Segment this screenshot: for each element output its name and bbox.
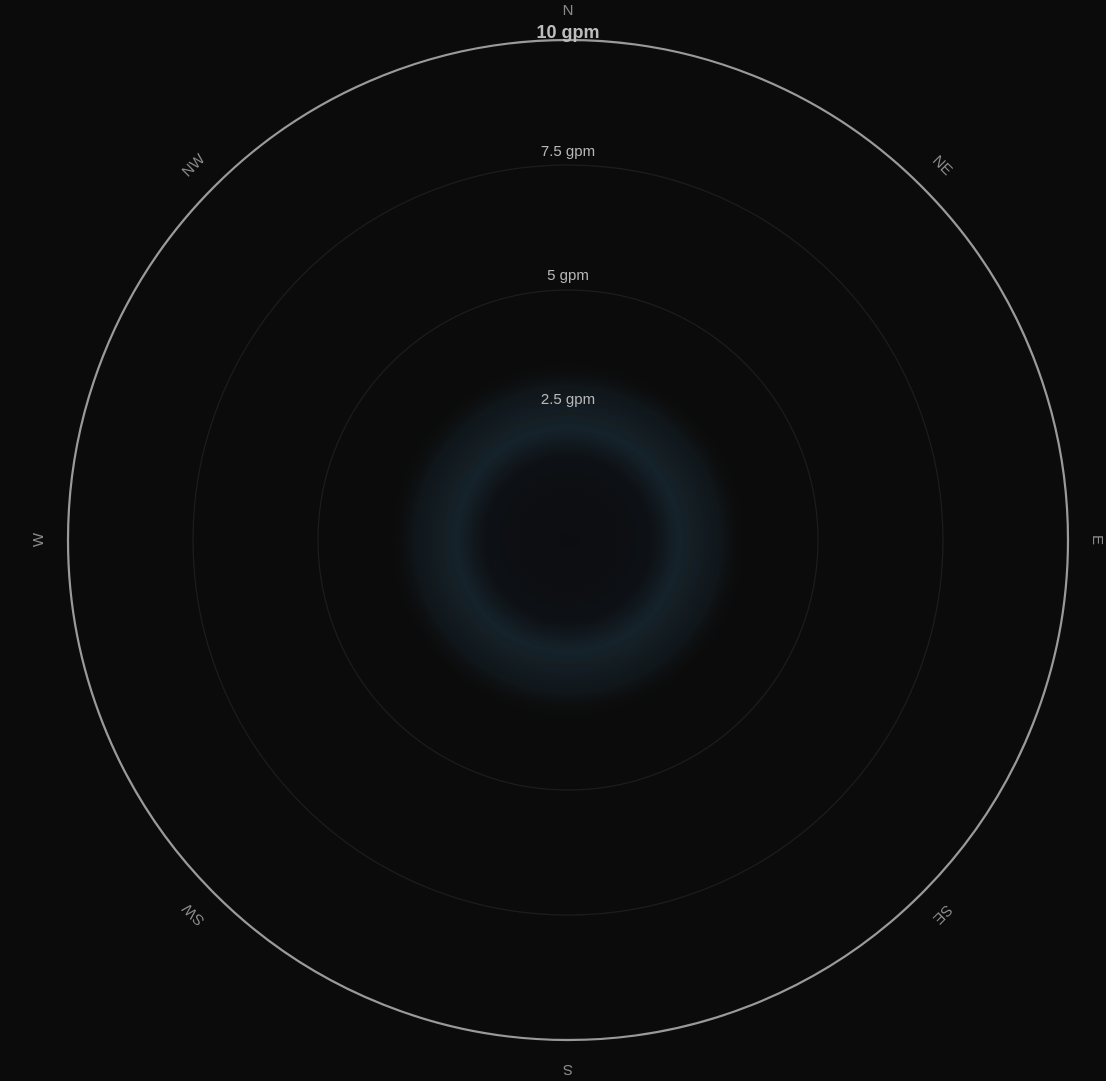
radial-tick-label: 7.5 gpm	[541, 143, 595, 160]
grid-ring-2	[317, 289, 819, 791]
radial-tick-label: 5 gpm	[547, 267, 589, 284]
top-label: 10 gpm	[536, 22, 599, 42]
angle-tick-label: NW	[179, 150, 209, 180]
radial-tick-label: 2.5 gpm	[541, 391, 595, 408]
angle-tick-label: SE	[929, 901, 955, 927]
angle-tick-label: SW	[178, 899, 208, 929]
angle-tick-label: W	[30, 532, 47, 547]
angle-tick-label: NE	[929, 152, 956, 179]
angle-tick-label: N	[563, 2, 574, 19]
grid-ring-3	[442, 414, 694, 666]
grid-ring-1	[192, 164, 944, 916]
angle-tick-label: S	[563, 1061, 573, 1078]
outer-ring	[66, 38, 1070, 1042]
angle-tick-label: E	[1089, 535, 1106, 545]
center-glow	[378, 350, 758, 730]
